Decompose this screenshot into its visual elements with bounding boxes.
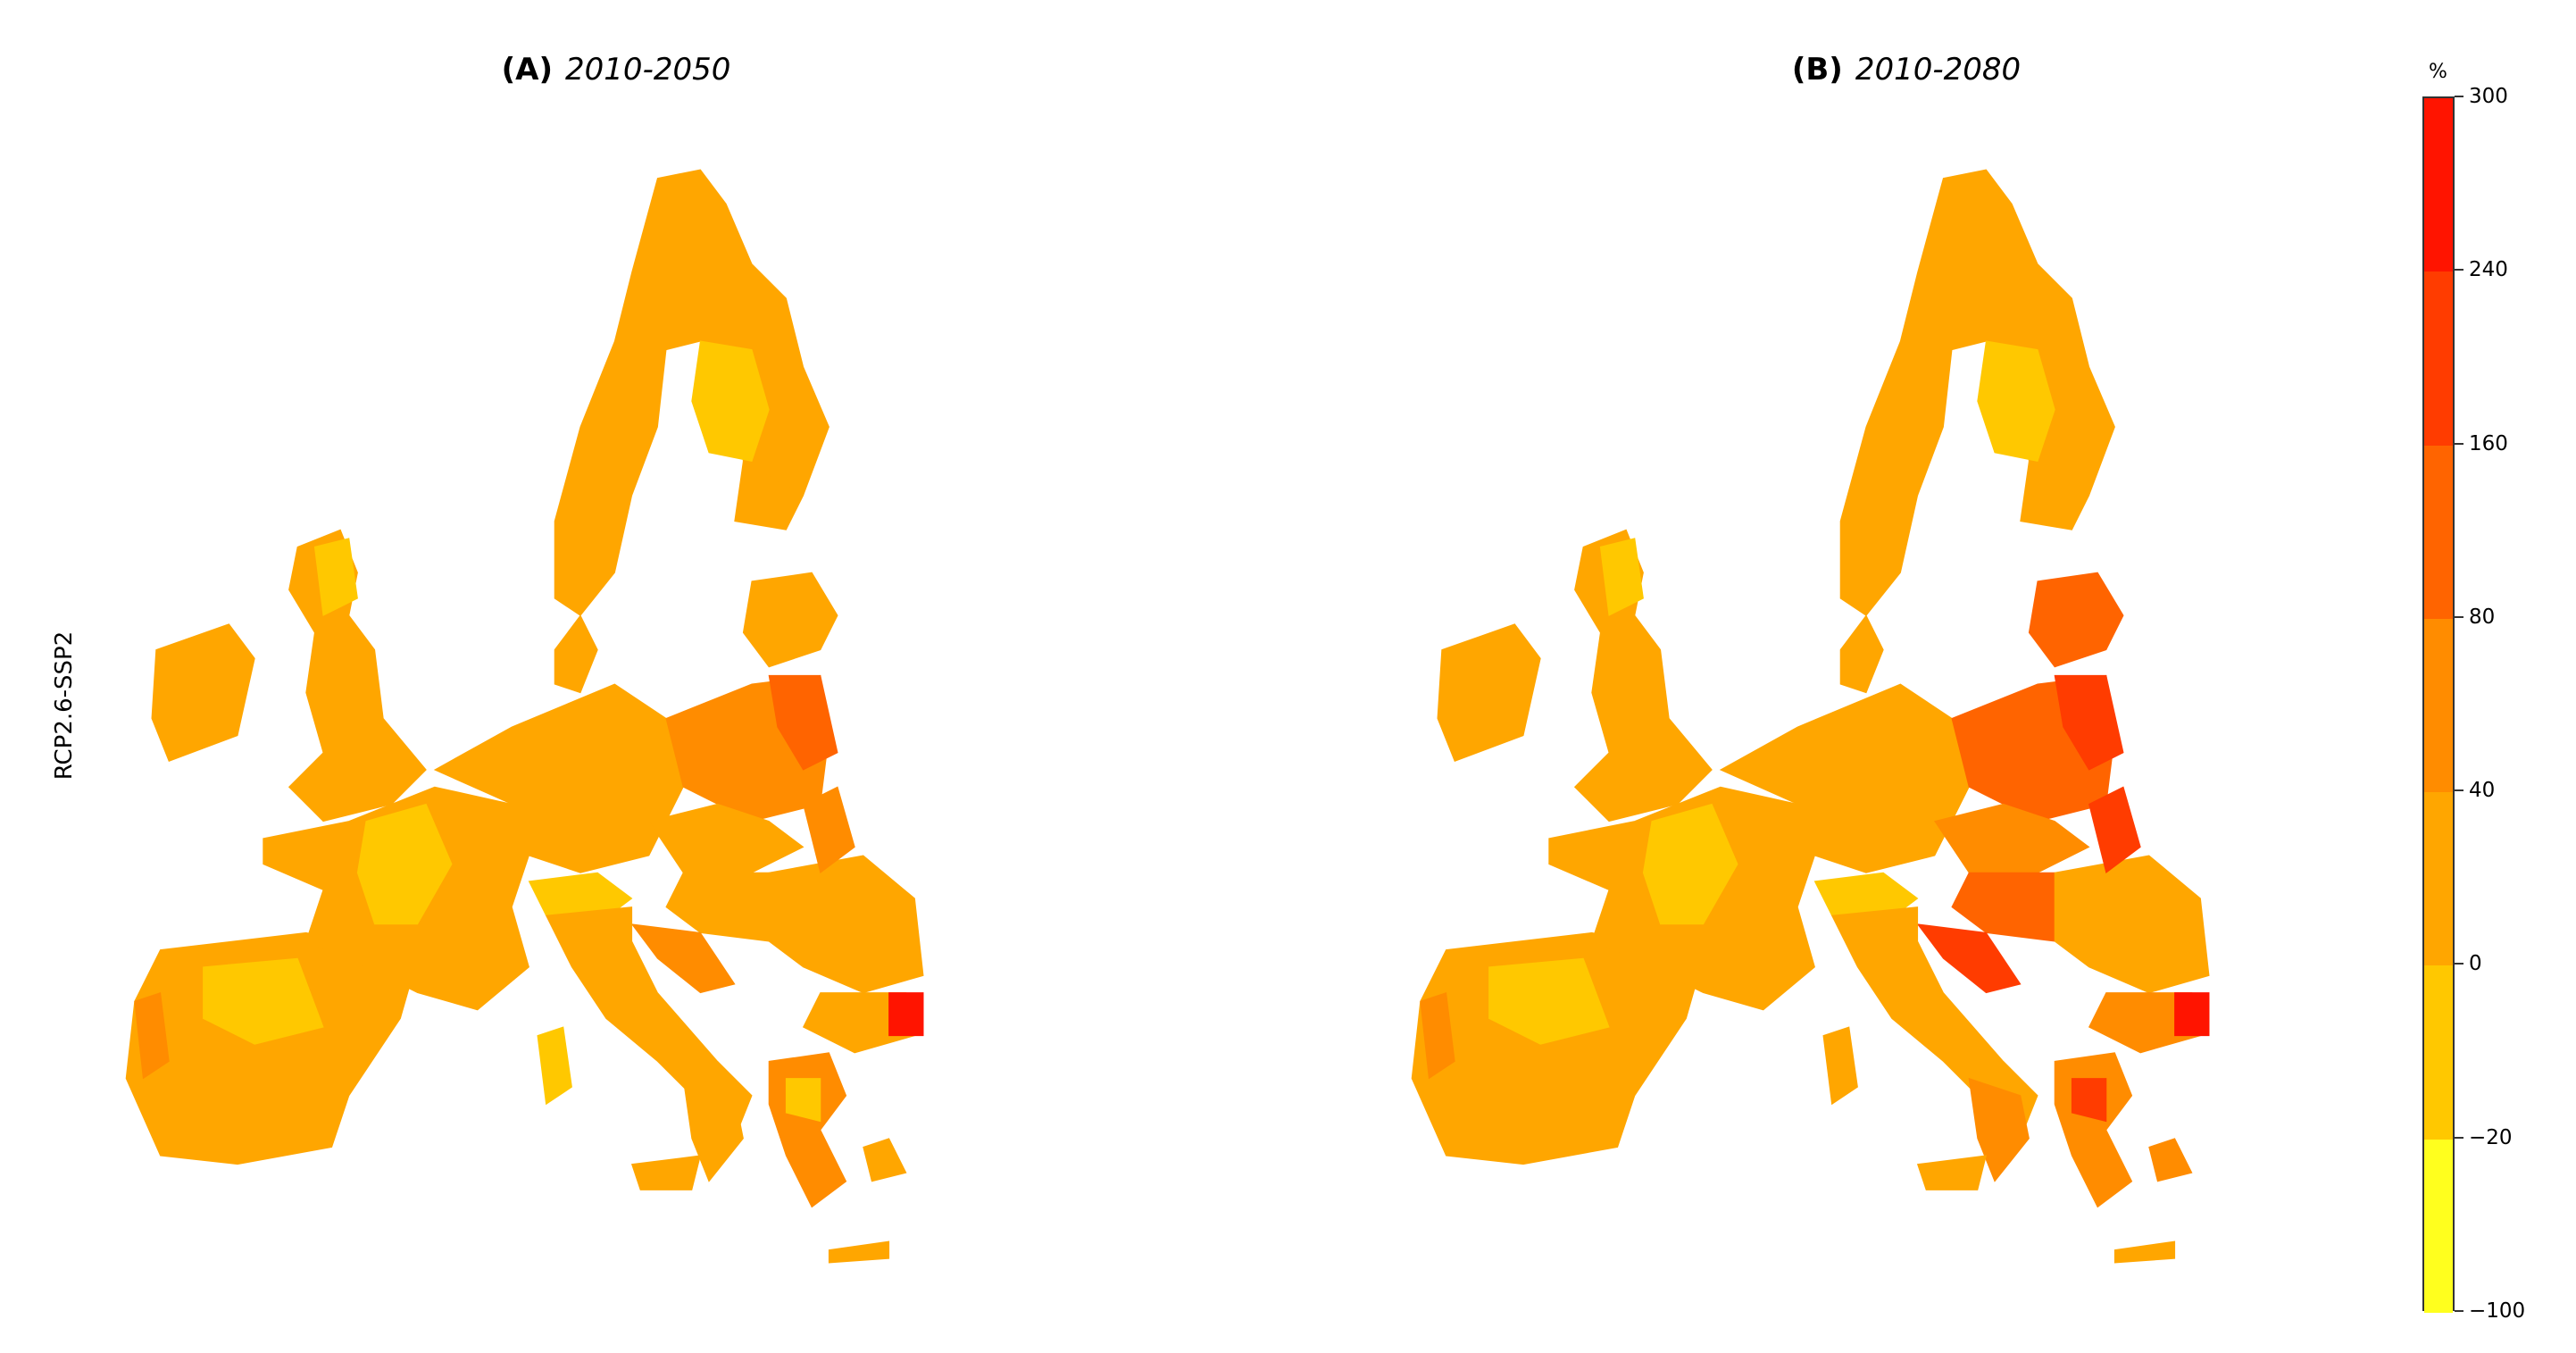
region-britain <box>1573 529 1713 823</box>
colorbar-band <box>2424 271 2453 447</box>
region-crete <box>828 1240 890 1264</box>
region-iberia-central <box>203 957 324 1045</box>
region-denmark <box>1839 614 1884 694</box>
colorbar-tick <box>2455 269 2463 271</box>
region-romania <box>768 855 924 994</box>
colorbar <box>2422 96 2455 1314</box>
colorbar-unit: % <box>2429 61 2447 83</box>
region-sardinia <box>1822 1026 1858 1106</box>
region-ireland <box>151 623 255 763</box>
region-croatia <box>630 923 736 994</box>
region-finland-south <box>2020 460 2090 530</box>
region-portugal-coast <box>1420 991 1455 1080</box>
region-italy-south <box>1968 1077 2030 1182</box>
region-portugal-coast <box>134 991 170 1080</box>
region-italy-south <box>682 1077 744 1182</box>
region-italy <box>1830 906 2038 1140</box>
region-denmark <box>554 614 598 694</box>
region-bulgaria-east <box>888 992 924 1037</box>
map-panel-a <box>125 169 924 1264</box>
region-sicily <box>1916 1155 1988 1190</box>
colorbar-tick-label: 300 <box>2469 85 2508 108</box>
colorbar-tick-label: 80 <box>2469 605 2496 629</box>
map-panel-b <box>1411 169 2210 1264</box>
region-france-central <box>1642 803 1738 925</box>
region-finland-north <box>1977 340 2055 462</box>
panel-a-years: 2010-2050 <box>565 52 731 88</box>
panel-a-title: (A) 2010-2050 <box>502 52 731 88</box>
region-poland-east <box>2054 674 2124 771</box>
region-iberia-central <box>1488 957 1610 1045</box>
region-sicily <box>630 1155 702 1190</box>
region-crete <box>2113 1240 2176 1264</box>
colorbar-tick-label: 240 <box>2469 258 2508 282</box>
colorbar-band <box>2424 618 2453 793</box>
region-italy <box>545 906 753 1140</box>
region-greek-islands <box>2148 1138 2193 1182</box>
region-britain-north <box>313 538 358 616</box>
region-moldova-border <box>2088 786 2141 874</box>
colorbar-tick-label: 40 <box>2469 779 2496 803</box>
region-sardinia <box>537 1026 572 1106</box>
region-greece <box>768 1052 847 1208</box>
panel-b-title: (B) 2010-2080 <box>1792 52 2021 88</box>
colorbar-tick-label: −20 <box>2469 1125 2513 1149</box>
region-scandinavia-fenno <box>1839 169 2115 616</box>
colorbar-tick <box>2455 963 2463 965</box>
colorbar-tick-label: 160 <box>2469 431 2508 455</box>
region-britain-north <box>1599 538 1644 616</box>
panel-b-years: 2010-2080 <box>1855 52 2022 88</box>
region-greece-central <box>2071 1078 2107 1123</box>
colorbar-tick <box>2455 1310 2463 1312</box>
region-moldova-border <box>803 786 855 874</box>
region-britain <box>288 529 427 823</box>
region-bulgaria-east <box>2174 992 2210 1037</box>
colorbar-band <box>2424 98 2453 272</box>
colorbar-tick <box>2455 1136 2463 1139</box>
region-france-central <box>356 803 453 925</box>
region-croatia <box>1916 923 2022 994</box>
region-greek-islands <box>863 1138 907 1182</box>
panel-b-letter: (B) <box>1791 52 1843 88</box>
colorbar-tick-label: −100 <box>2469 1299 2526 1323</box>
colorbar-tick <box>2455 442 2463 445</box>
colorbar-band <box>2424 792 2453 966</box>
colorbar-tick <box>2455 789 2463 792</box>
region-greece <box>2054 1052 2133 1208</box>
colorbar-tick <box>2455 96 2463 97</box>
region-poland-east <box>768 674 838 771</box>
colorbar-band <box>2424 445 2453 620</box>
region-baltics <box>2028 572 2124 668</box>
colorbar-tick-label: 0 <box>2469 952 2482 976</box>
colorbar-band <box>2424 1139 2453 1314</box>
region-greece-central <box>785 1078 821 1123</box>
region-finland-north <box>691 340 770 462</box>
region-finland-south <box>734 460 804 530</box>
panel-a-letter: (A) <box>501 52 554 88</box>
region-scandinavia-fenno <box>554 169 829 616</box>
region-ireland <box>1437 623 1541 763</box>
region-iberia <box>125 931 419 1165</box>
row-label-scenario: RCP2.6-SSP2 <box>51 631 78 781</box>
region-iberia <box>1411 931 1705 1165</box>
region-romania <box>2054 855 2210 994</box>
colorbar-tick <box>2455 615 2463 618</box>
colorbar-band <box>2424 965 2453 1140</box>
region-baltics <box>742 572 838 668</box>
